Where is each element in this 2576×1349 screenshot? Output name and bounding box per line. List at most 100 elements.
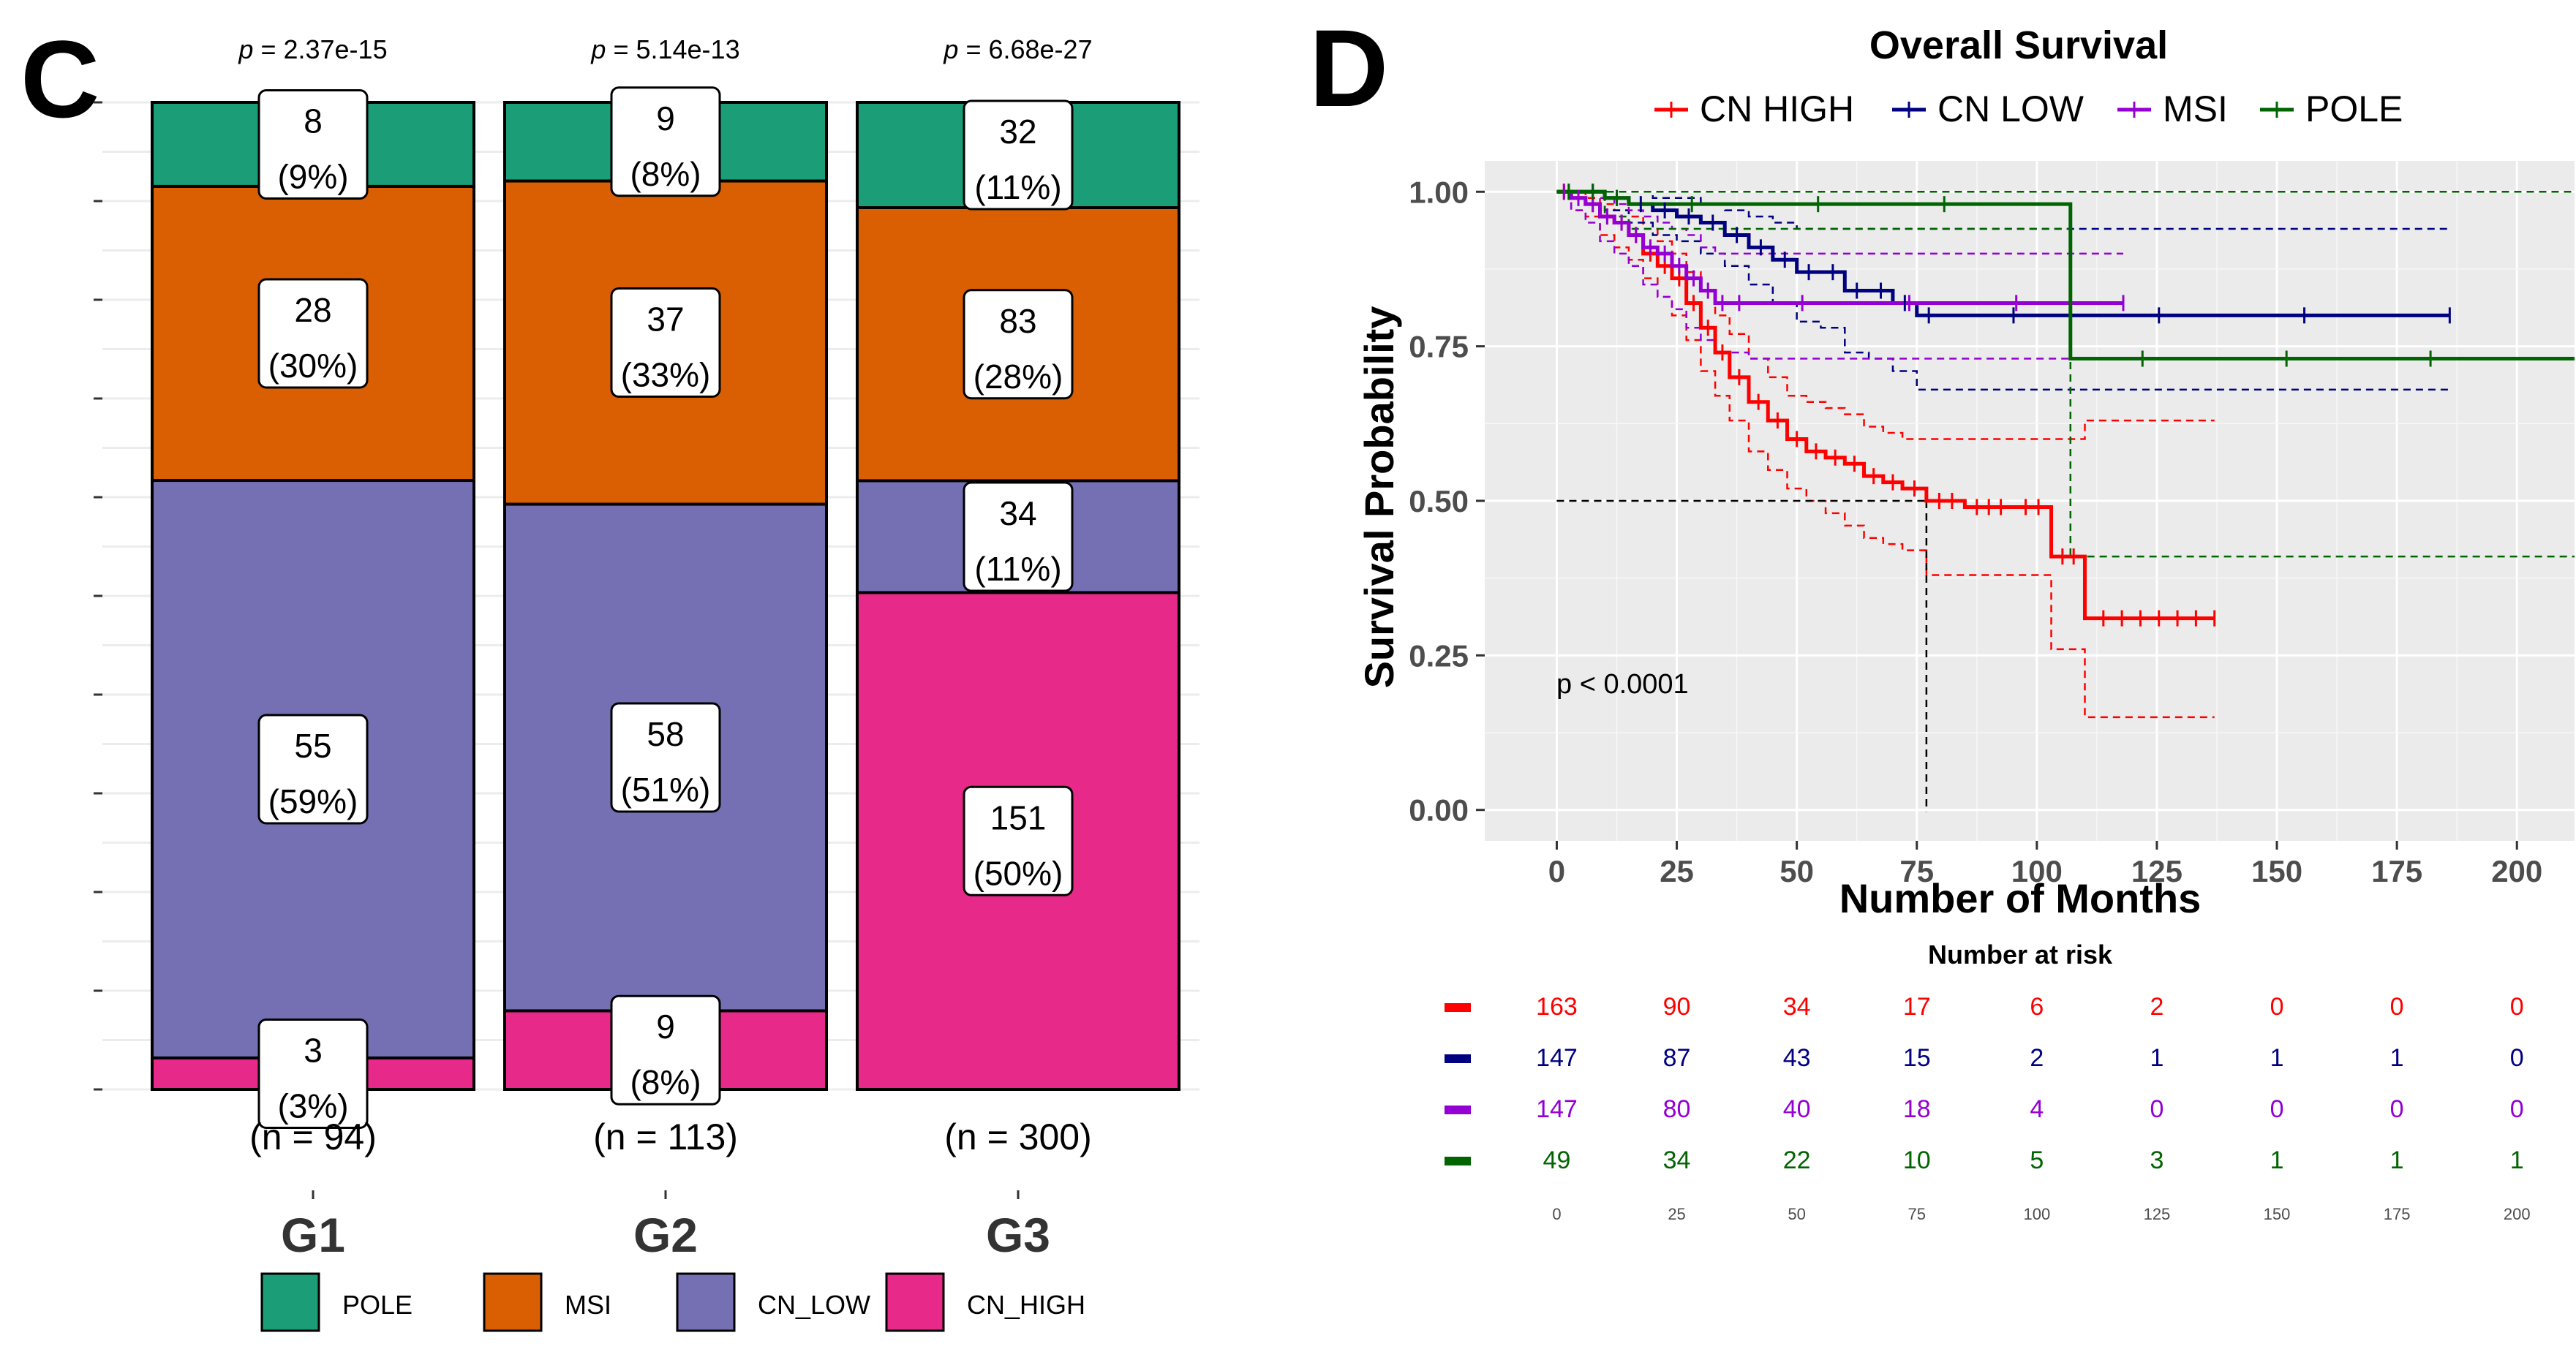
risk-count: 80: [1663, 1095, 1691, 1123]
bar-label-pole-g2: 9 (8%): [610, 86, 721, 197]
km-p-value: p < 0.0001: [1556, 669, 1689, 700]
risk-count: 0: [2270, 993, 2284, 1021]
p-number: = 2.37e-15: [253, 34, 387, 64]
p-symbol: p: [943, 34, 958, 64]
risk-time-label: 200: [2504, 1205, 2531, 1223]
risk-count: 34: [1783, 993, 1811, 1021]
risk-count: 2: [2030, 1044, 2044, 1072]
bar-n-label-g2: (n = 113): [593, 1116, 738, 1157]
bar-label-box: [963, 289, 1074, 400]
risk-count: 0: [2150, 1095, 2163, 1123]
risk-count: 90: [1663, 993, 1691, 1021]
panel-c: C 3 (3%) 55 (59%) 28 (30%) 8 (9%) 9 (8%) 58 (51%) 37…: [20, 18, 1200, 1332]
km-x-tick-label: 100: [2011, 854, 2063, 888]
risk-time-label: 150: [2264, 1205, 2291, 1223]
km-x-tick-label: 50: [1780, 854, 1814, 888]
bar-label-count: 32: [999, 113, 1036, 151]
km-x-tick-label: 175: [2371, 854, 2422, 888]
legend-swatch-msi: [483, 1272, 543, 1332]
bar-label-msi-g1: 28 (30%): [257, 278, 369, 389]
bar-label-box: [610, 702, 721, 813]
risk-count: 22: [1783, 1146, 1811, 1174]
bar-x-label-g3: G3: [986, 1208, 1050, 1262]
bar-label-cn-low-g2: 58 (51%): [610, 702, 721, 813]
km-x-tick-label: 75: [1899, 854, 1934, 888]
legend-swatch-pole: [260, 1272, 320, 1332]
bar-label-count: 28: [294, 291, 331, 329]
bar-label-cn-high-g2: 9 (8%): [610, 994, 721, 1106]
risk-time-label: 125: [2144, 1205, 2171, 1223]
risk-row-swatch: [1445, 1003, 1471, 1012]
km-legend-label: CN LOW: [1937, 88, 2084, 129]
p-number: = 5.14e-13: [606, 34, 739, 64]
bar-label-count: 3: [304, 1031, 323, 1069]
legend-label-cn-low: CN_LOW: [758, 1290, 870, 1320]
risk-count: 0: [2390, 993, 2404, 1021]
legend-swatch-cn-high: [885, 1272, 945, 1332]
risk-count: 0: [2510, 1044, 2524, 1072]
bar-n-label-g3: (n = 300): [944, 1116, 1092, 1157]
km-legend: CN HIGH CN LOW MSI POLE: [1654, 88, 2403, 129]
bar-label-percent: (51%): [621, 771, 711, 809]
risk-row-swatch: [1445, 1054, 1471, 1063]
bar-label-percent: (11%): [974, 168, 1061, 206]
km-legend-item-msi: MSI: [2117, 88, 2228, 129]
risk-count: 15: [1903, 1044, 1931, 1072]
risk-count: 147: [1536, 1044, 1578, 1072]
risk-count: 3: [2150, 1146, 2163, 1174]
km-title: Overall Survival: [1869, 23, 2168, 67]
risk-count: 4: [2030, 1095, 2044, 1123]
bar-label-msi-g2: 37 (33%): [610, 287, 721, 398]
bar-label-box: [963, 99, 1074, 211]
km-legend-label: MSI: [2163, 88, 2228, 129]
bar-label-percent: (33%): [621, 356, 711, 394]
p-number: = 6.68e-27: [958, 34, 1092, 64]
risk-count: 1: [2510, 1146, 2524, 1174]
bar-label-box: [257, 1018, 369, 1129]
bar-label-percent: (28%): [973, 358, 1063, 396]
bar-label-count: 34: [999, 494, 1036, 532]
legend-label-pole: POLE: [342, 1290, 413, 1320]
bar-label-box: [257, 714, 369, 825]
bar-p-values: p = 2.37e-15 p = 5.14e-13 p = 6.68e-27: [238, 34, 1092, 64]
bar-label-count: 37: [647, 301, 684, 339]
km-median-lines: [1556, 499, 1928, 812]
risk-count: 43: [1783, 1044, 1811, 1072]
bar-label-percent: (59%): [268, 782, 358, 820]
bar-value-labels: 3 (3%) 55 (59%) 28 (30%) 8 (9%) 9 (8%) 58 (51%) 37 (3…: [257, 86, 1074, 1129]
risk-count: 1: [2270, 1044, 2284, 1072]
panel-label-c: C: [20, 18, 99, 140]
bar-label-box: [610, 994, 721, 1106]
bar-x-label-g2: G2: [633, 1208, 698, 1262]
bar-p-value-g1: p = 2.37e-15: [238, 34, 387, 64]
legend-label-msi: MSI: [565, 1290, 611, 1320]
km-y-tick-label: 0.00: [1409, 793, 1469, 828]
panel-d: D Overall Survival CN HIGH CN LOW MSI POLE …: [1309, 7, 2575, 1223]
km-curve-pole: [1556, 189, 2575, 361]
km-x-tick-label: 0: [1548, 854, 1565, 888]
bar-x-axis: (n = 94) G1 (n = 113) G2 (n = 300) G3: [249, 1116, 1092, 1262]
km-axes: 0 25 50 75 100 125 150 175 200 0.00 0.25 0.50 0.75 1.…: [1409, 175, 2542, 888]
km-x-axis-title: Number of Months: [1839, 875, 2202, 921]
bar-label-box: [257, 88, 369, 200]
bar-label-percent: (30%): [268, 347, 358, 385]
legend-swatch-cn-low: [676, 1272, 736, 1332]
km-censor-marks: [1562, 184, 2451, 627]
bar-p-value-g3: p = 6.68e-27: [943, 34, 1092, 64]
risk-count: 1: [2390, 1146, 2404, 1174]
bar-label-percent: (8%): [630, 155, 701, 193]
bar-label-box: [610, 287, 721, 398]
risk-time-label: 25: [1668, 1205, 1685, 1223]
km-legend-item-cn-low: CN LOW: [1892, 88, 2084, 129]
bar-x-label-g1: G1: [281, 1208, 345, 1262]
risk-row-swatch: [1445, 1157, 1471, 1165]
risk-count: 17: [1903, 993, 1931, 1021]
km-y-tick-label: 0.75: [1409, 330, 1469, 364]
km-legend-item-pole: POLE: [2260, 88, 2403, 129]
risk-count: 49: [1543, 1146, 1571, 1174]
risk-count: 18: [1903, 1095, 1931, 1123]
bar-label-cn-low-g1: 55 (59%): [257, 714, 369, 825]
bar-label-box: [610, 86, 721, 197]
